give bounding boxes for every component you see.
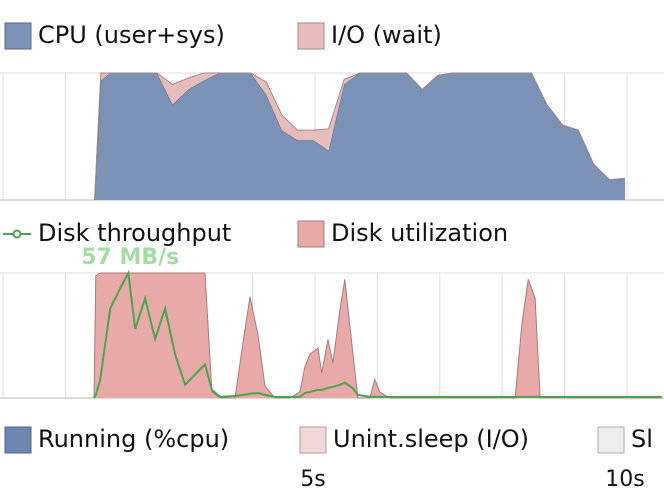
legend-label: Running (%cpu): [38, 425, 229, 453]
legend-swatch: [4, 22, 32, 50]
legend-marker: [12, 229, 22, 239]
area-edge: [93, 272, 662, 399]
area-edge: [94, 72, 626, 201]
legend-label: Sl: [631, 425, 653, 453]
legend-label: Unint.sleep (I/O): [333, 425, 529, 453]
legend-label: CPU (user+sys): [38, 21, 225, 49]
legend-swatch: [4, 426, 32, 454]
legend-label: Disk throughput: [38, 219, 231, 247]
legend-swatch: [297, 22, 325, 50]
x-tick-label: 10s: [605, 467, 644, 492]
legend-swatch: [297, 220, 325, 248]
area-fill: [94, 73, 626, 200]
legend-swatch: [299, 426, 327, 454]
legend-label: I/O (wait): [331, 21, 442, 49]
x-tick-label: 5s: [300, 467, 325, 492]
legend-label: Disk utilization: [331, 219, 508, 247]
peak-annotation: 57 MB/s: [81, 245, 179, 270]
legend-swatch: [597, 426, 625, 454]
area-fill: [94, 273, 662, 398]
throughput-line: [93, 269, 662, 399]
